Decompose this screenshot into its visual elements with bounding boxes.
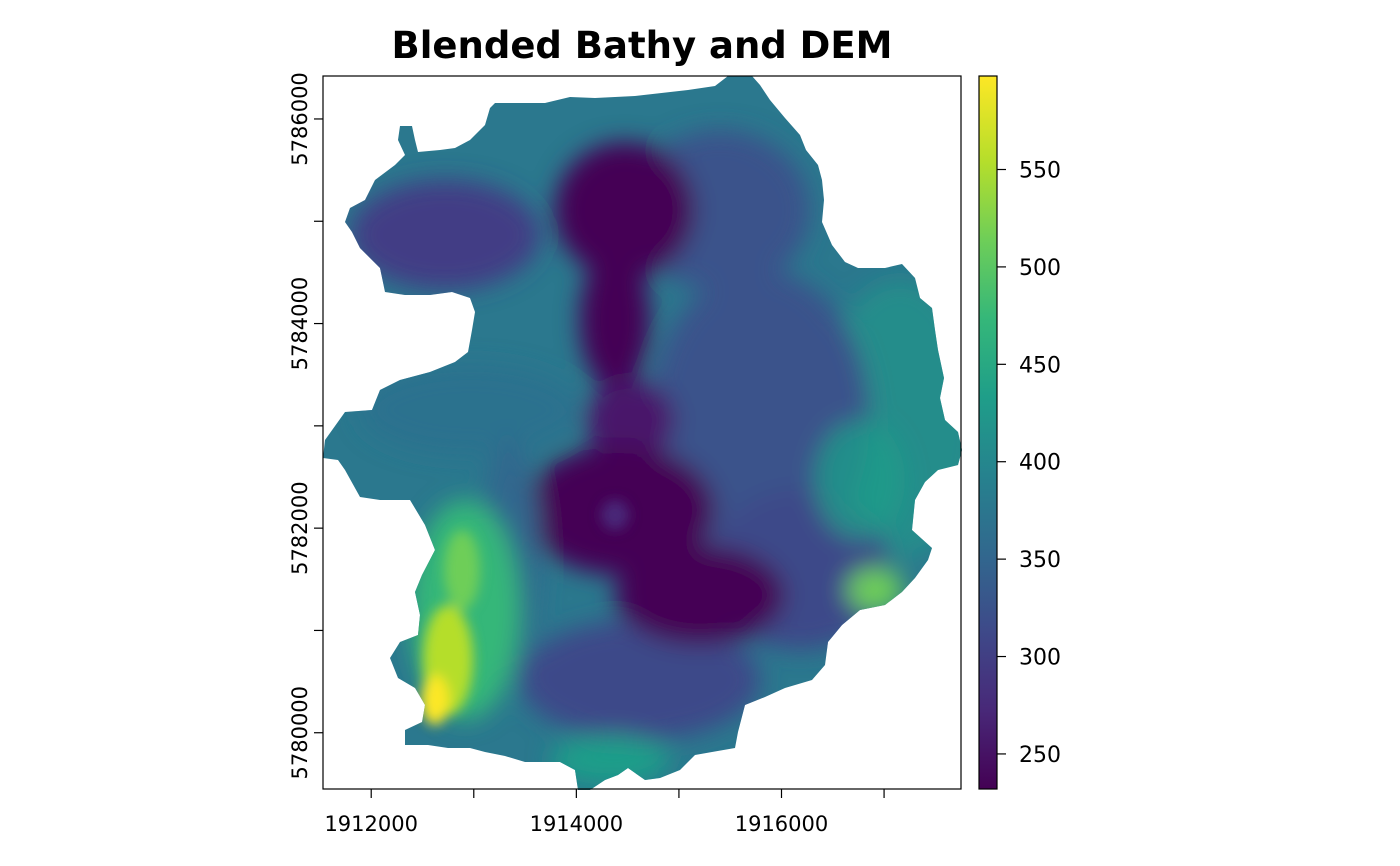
- colorbar-tick-label: 450: [1019, 353, 1061, 378]
- north-lake-arm: [580, 250, 650, 390]
- x-tick-label: 1916000: [735, 812, 829, 836]
- south-rim-teal: [550, 735, 670, 785]
- x-tick-label: 1912000: [324, 812, 418, 836]
- southeast-spur-green: [847, 568, 903, 612]
- northwest-basin: [350, 180, 540, 290]
- y-tick-label: 5784000: [288, 277, 312, 371]
- elevation-raster: [323, 76, 962, 790]
- colorbar-tick-label: 500: [1019, 256, 1061, 281]
- colorbar-tick-label: 350: [1019, 548, 1061, 573]
- x-axis: 1912000 1914000 1916000: [324, 789, 885, 836]
- north-lake-deep: [555, 142, 695, 278]
- y-tick-label: 5780000: [288, 686, 312, 780]
- colorbar-tick-label: 400: [1019, 451, 1061, 476]
- central-island: [601, 500, 629, 530]
- southwest-summit: [421, 675, 449, 725]
- y-axis: 5780000 5782000 5784000 5786000: [288, 72, 323, 780]
- west-ridge-highlight: [444, 530, 480, 610]
- east-highland-green: [815, 420, 905, 540]
- south-lake-arm: [615, 545, 785, 645]
- colorbar-tick-label: 550: [1019, 159, 1061, 184]
- central-channel: [585, 380, 675, 460]
- chart-title: Blended Bathy and DEM: [392, 24, 893, 67]
- y-tick-label: 5782000: [288, 481, 312, 575]
- colorbar-tick-label: 250: [1019, 743, 1061, 768]
- colorbar-gradient: [978, 75, 998, 790]
- south-slope: [520, 620, 760, 740]
- colorbar-tick-label: 300: [1019, 646, 1061, 671]
- colorbar: 250 300 350 400 450 500 550: [978, 75, 1061, 790]
- west-plateau: [360, 365, 580, 455]
- colorbar-ticks: 250 300 350 400 450 500 550: [997, 159, 1061, 768]
- plot-frame: [322, 75, 962, 790]
- y-tick-label: 5786000: [288, 72, 312, 166]
- x-tick-label: 1914000: [530, 812, 624, 836]
